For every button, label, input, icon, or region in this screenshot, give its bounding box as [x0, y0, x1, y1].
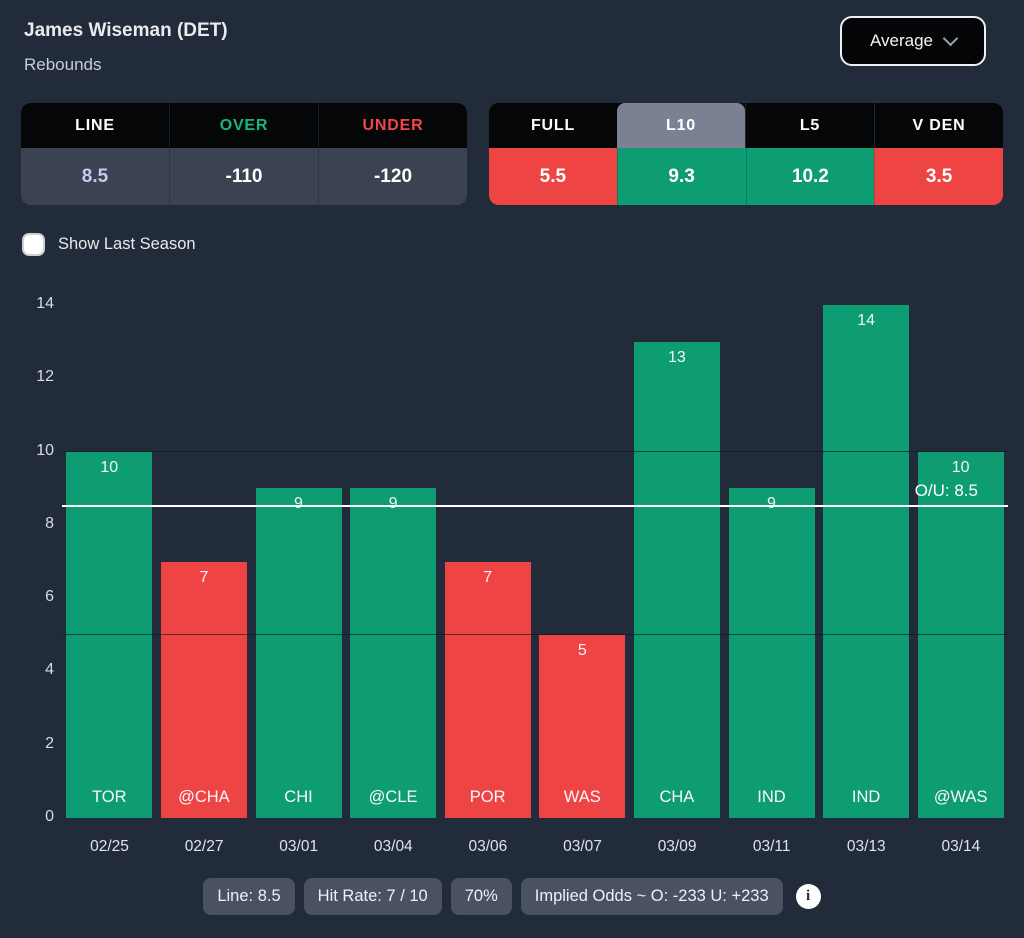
hit-rate-chip: Hit Rate: 7 / 10 [303, 878, 442, 915]
bar-ind[interactable]: 14 IND [823, 305, 910, 818]
line-table-value-over: -110 [169, 148, 318, 205]
bar-opponent-label: IND [757, 788, 786, 806]
bar-value-label: 5 [577, 641, 587, 659]
implied-odds-chip: Implied Odds ~ O: -233 U: +233 [520, 878, 783, 915]
x-axis-date: 03/09 [657, 838, 697, 855]
line-chip: Line: 8.5 [203, 878, 295, 915]
chevron-down-icon [942, 30, 959, 47]
aggregate-select-value: Average [869, 31, 933, 50]
bar-value-label: 9 [256, 495, 342, 513]
splits-tab-full[interactable]: FULL [489, 103, 617, 148]
over-under-line [62, 504, 1008, 507]
bar-value-label: 7 [199, 568, 209, 586]
info-circle-icon[interactable]: i [795, 884, 821, 909]
line-table-header-line: LINE [75, 116, 115, 134]
show-last-season-toggle[interactable]: Show Last Season [22, 233, 196, 256]
x-axis-date: 02/25 [90, 838, 129, 855]
aggregate-select[interactable]: Average [840, 16, 986, 66]
over-under-line-label: O/U: 8.5 [914, 480, 978, 500]
line-table-header-over: OVER [169, 103, 318, 148]
show-last-season-checkbox[interactable] [22, 233, 45, 256]
x-axis-date: 03/01 [279, 838, 319, 855]
rebounds-chart: 10 TOR 7 @CHA 9 CHI 9 @CLE 7 POR 5 WAS 13 CHA 9 IND 14 IN… [0, 280, 1024, 870]
bar-opponent-label: CHI [284, 788, 313, 806]
line-odds-table: LINE OVER UNDER 8.5 -110 -120 [21, 103, 467, 205]
bar-opponent-label: WAS [563, 788, 601, 806]
bar-opponent-label: @CLE [368, 788, 418, 806]
gridline-5 [62, 633, 1008, 635]
y-axis-tick: 10 [36, 441, 54, 459]
x-axis-date: 03/04 [373, 838, 413, 855]
bar-value-label: 9 [729, 495, 815, 513]
bar-opponent-label: @WAS [933, 788, 988, 806]
bar-opponent-label: IND [851, 788, 881, 806]
bar-opponent-label: TOR [92, 788, 127, 806]
plot-area: 10 TOR 7 @CHA 9 CHI 9 @CLE 7 POR 5 WAS 13 CHA 9 IND 14 IN… [62, 305, 1008, 818]
y-axis-tick: 6 [45, 588, 54, 606]
x-axis-date: 02/27 [184, 838, 224, 855]
splits-tab-l5[interactable]: L5 [745, 103, 874, 148]
bar-at-cle[interactable]: 9 @CLE [350, 488, 437, 818]
bar-opponent-label: POR [469, 788, 506, 806]
stat-name: Rebounds [24, 55, 102, 74]
bar-value-label: 14 [857, 312, 875, 329]
x-axis-date: 03/14 [941, 838, 981, 855]
x-axis-date: 03/07 [563, 838, 602, 855]
splits-value-full: 5.5 [489, 148, 617, 205]
line-table-header-under: UNDER [318, 103, 467, 148]
splits-value-v-den: 3.5 [874, 148, 1003, 205]
bar-was[interactable]: 5 WAS [539, 634, 626, 818]
bar-ind[interactable]: 9 IND [728, 488, 815, 818]
bar-at-cha[interactable]: 7 @CHA [160, 561, 247, 818]
player-name: James Wiseman (DET) [24, 20, 228, 41]
x-axis-date: 03/13 [846, 838, 886, 855]
line-table-value-under: -120 [318, 148, 467, 205]
bar-opponent-label: CHA [659, 788, 695, 806]
bar-cha[interactable]: 13 CHA [633, 341, 720, 818]
y-axis-tick: 14 [36, 295, 54, 312]
y-axis-tick: 12 [36, 368, 54, 386]
bar-value-label: 7 [483, 568, 493, 586]
splits-value-l5: 10.2 [745, 148, 875, 205]
splits-tabs-row: FULL L10 L5 V DEN [489, 103, 1003, 148]
hit-rate-percent-chip: 70% [450, 878, 512, 915]
gridline-10 [62, 450, 1008, 452]
bar-value-label: 13 [667, 348, 686, 366]
bar-opponent-label: @CHA [178, 788, 230, 806]
y-axis-tick: 0 [45, 808, 54, 825]
show-last-season-label: Show Last Season [58, 235, 196, 253]
splits-value-row: 5.5 9.3 10.2 3.5 [489, 148, 1003, 205]
splits-value-l10: 9.3 [616, 148, 746, 205]
line-odds-value-row: 8.5 -110 -120 [21, 148, 467, 205]
x-axis-date: 03/11 [752, 838, 791, 855]
splits-tab-v-den[interactable]: V DEN [874, 103, 1003, 148]
y-axis-tick: 2 [45, 734, 54, 752]
bar-value-label: 10 [100, 458, 119, 476]
y-axis-tick: 8 [45, 514, 54, 532]
bar-value-label: 10 [951, 458, 970, 476]
x-axis-date: 03/06 [468, 838, 508, 855]
summary-footer: Line: 8.5 Hit Rate: 7 / 10 70% Implied Odds… [0, 878, 1024, 915]
y-axis-tick: 4 [45, 661, 54, 679]
line-table-value-line: 8.5 [81, 165, 109, 187]
bar-por[interactable]: 7 POR [444, 561, 531, 818]
splits-table: FULL L10 L5 V DEN 5.5 9.3 10.2 3.5 [489, 103, 1003, 205]
bar-chi[interactable]: 9 CHI [255, 488, 342, 818]
bar-value-label: 9 [350, 495, 436, 513]
line-odds-header-row: LINE OVER UNDER [21, 103, 467, 148]
splits-tab-l10[interactable]: L10 [617, 103, 745, 148]
